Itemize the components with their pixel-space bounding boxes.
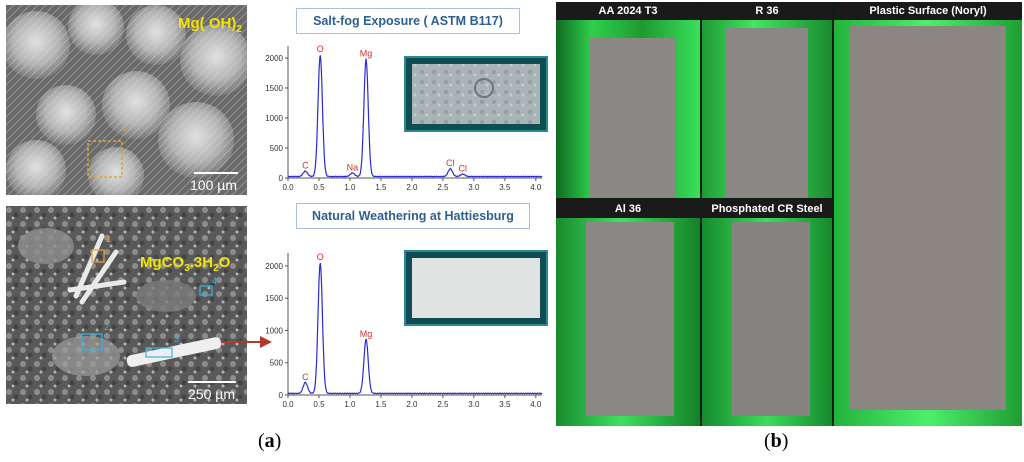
x-tick-label: 2.0 <box>406 183 418 192</box>
x-tick-label: 3.0 <box>468 400 480 409</box>
sem-image-bottom: MgCO3.3H2O 1 2 3 4 250 µm <box>6 206 247 404</box>
coupon-phosphated-cr-steel <box>732 222 810 416</box>
caption-a: (a) <box>258 430 282 452</box>
y-tick-label: 2000 <box>265 262 283 271</box>
formula-mg-oh2: Mg( OH)2 <box>178 15 242 35</box>
y-tick-label: 0 <box>279 391 284 400</box>
x-tick-label: 0.0 <box>282 400 294 409</box>
x-tick-label: 3.5 <box>499 183 511 192</box>
x-tick-label: 1.5 <box>375 183 387 192</box>
sample-label-1: AA 2024 T3 <box>556 2 700 20</box>
x-tick-label: 1.5 <box>375 400 387 409</box>
y-tick-label: 1500 <box>265 84 283 93</box>
x-tick-label: 1.0 <box>344 400 356 409</box>
caption-b: (b) <box>764 430 789 452</box>
roi-marker-top: + <box>122 125 128 135</box>
peak-label: O <box>317 252 324 262</box>
sample-aa-2024-t3: AA 2024 T3 <box>556 2 700 198</box>
x-tick-label: 4.0 <box>530 400 542 409</box>
y-tick-label: 500 <box>270 144 284 153</box>
spectrum-title-bottom: Natural Weathering at Hattiesburg <box>296 203 530 229</box>
peak-label: O <box>317 44 324 54</box>
peak-label: C <box>302 161 309 171</box>
peak-label: Cl <box>446 158 455 168</box>
inset-photo-weathering <box>404 250 548 326</box>
roi-label-4: 4 <box>212 276 218 286</box>
y-tick-label: 0 <box>279 174 284 183</box>
peak-label: Cl <box>458 164 467 174</box>
y-tick-label: 1000 <box>265 114 283 123</box>
coupon-al36 <box>586 222 674 416</box>
inset-weathering-texture <box>406 252 546 324</box>
spectrum-series-line <box>287 55 543 178</box>
scale-label-top: 100 µm <box>190 177 237 193</box>
peak-label: Mg <box>360 329 373 339</box>
x-tick-label: 4.0 <box>530 183 542 192</box>
y-tick-label: 2000 <box>265 54 283 63</box>
x-tick-label: 0.5 <box>313 183 325 192</box>
sample-label-5: Phosphated CR Steel <box>702 200 832 218</box>
peak-label: C <box>302 372 309 382</box>
coupon-plastic-noryl <box>850 26 1006 410</box>
sample-al36: Al 36 <box>556 200 700 426</box>
x-tick-label: 3.5 <box>499 400 511 409</box>
x-tick-label: 1.0 <box>344 183 356 192</box>
spectrum-chart-bottom: 0 500 1000 1500 2000 0.0 0.5 1.0 1.5 2.0 2.5 3.0 3.5… <box>265 252 543 409</box>
spectrum-title-top: Salt-fog Exposure ( ASTM B117) <box>296 8 520 34</box>
x-tick-label: 2.5 <box>437 183 449 192</box>
scale-label-bottom: 250 µm <box>188 386 235 402</box>
x-tick-label: 0.0 <box>282 183 294 192</box>
roi-label-2: 2 <box>104 322 110 332</box>
x-tick-label: 2.0 <box>406 400 418 409</box>
inset-saltfog-texture <box>406 58 546 130</box>
sem-top-texture <box>6 5 247 195</box>
sample-label-2: R 36 <box>702 2 832 20</box>
sample-label-4: Al 36 <box>556 200 700 218</box>
formula-mgco3-3h2o: MgCO3.3H2O <box>140 254 231 274</box>
roi-label-3: 3 <box>174 334 180 344</box>
sample-label-3: Plastic Surface (Noryl) <box>834 2 1022 20</box>
y-tick-label: 1500 <box>265 294 283 303</box>
x-tick-label: 3.0 <box>468 183 480 192</box>
y-tick-label: 1000 <box>265 326 283 335</box>
x-tick-label: 2.5 <box>437 400 449 409</box>
coupon-r36 <box>726 28 808 198</box>
roi-label-1: 1 <box>106 234 112 244</box>
sample-r36: R 36 <box>702 2 832 198</box>
x-tick-label: 0.5 <box>313 400 325 409</box>
sample-plastic-noryl: Plastic Surface (Noryl) <box>834 2 1022 426</box>
arrow-icon <box>222 336 272 348</box>
inset-photo-saltfog <box>404 56 548 132</box>
sem-image-top: Mg( OH)2 + 100 µm <box>6 5 247 195</box>
spectrum-series-line <box>287 262 543 395</box>
spectrum-chart-top: 0 500 1000 1500 2000 0.0 0.5 1.0 1.5 2.0 2.5 3.0 3.5… <box>265 44 543 192</box>
y-tick-label: 500 <box>270 359 284 368</box>
sample-phosphated-cr-steel: Phosphated CR Steel <box>702 200 832 426</box>
coupon-aa-2024-t3 <box>590 38 676 198</box>
sem-bottom-texture <box>6 206 247 404</box>
peak-label: Mg <box>360 48 373 58</box>
peak-label: Na <box>347 162 359 172</box>
panel-b: AA 2024 T3 R 36 Plastic Surface (Noryl) … <box>556 2 1022 426</box>
panel-a: Mg( OH)2 + 100 µm <box>6 5 548 452</box>
